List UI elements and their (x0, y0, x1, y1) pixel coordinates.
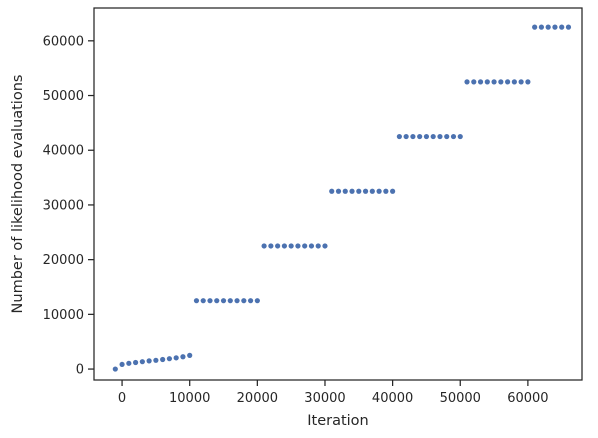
data-point (565, 24, 572, 30)
data-point (410, 133, 416, 140)
data-point (491, 79, 497, 85)
data-point (335, 188, 342, 194)
data-point (281, 243, 287, 249)
data-point (369, 188, 375, 194)
data-point (315, 243, 321, 249)
x-tick-label: 10000 (169, 391, 210, 406)
data-point (288, 243, 294, 249)
data-point (390, 188, 396, 194)
data-point (132, 359, 139, 366)
y-tick-label: 60000 (43, 34, 84, 49)
data-point (254, 298, 260, 304)
data-point (518, 79, 524, 85)
data-point (430, 133, 436, 140)
data-point (295, 243, 301, 249)
data-point (525, 79, 531, 85)
data-point (126, 360, 132, 366)
data-point (193, 298, 200, 304)
data-point (376, 188, 382, 194)
data-point (559, 24, 565, 30)
data-point (545, 24, 551, 30)
y-tick-label: 0 (76, 363, 84, 378)
data-point (166, 356, 173, 362)
data-point (173, 355, 179, 361)
data-point (227, 298, 233, 304)
data-point (498, 79, 504, 85)
data-point (552, 24, 558, 30)
data-point (342, 188, 348, 194)
y-tick-label: 30000 (43, 198, 84, 213)
data-point (450, 133, 457, 140)
data-point (112, 366, 118, 372)
data-point (504, 79, 511, 85)
data-point (396, 133, 402, 140)
y-tick-label: 50000 (43, 89, 84, 104)
data-point (268, 243, 274, 249)
data-point (200, 298, 206, 304)
data-point (153, 357, 159, 363)
data-point (329, 188, 335, 194)
data-point (417, 133, 423, 140)
y-axis-label: Number of likelihood evaluations (10, 75, 26, 314)
data-point (403, 133, 409, 140)
x-tick-label: 0 (118, 391, 126, 406)
x-tick-label: 20000 (237, 391, 278, 406)
data-point (302, 243, 308, 249)
data-point (275, 243, 281, 249)
data-point (477, 79, 484, 85)
data-point (234, 298, 240, 304)
data-point (241, 298, 247, 304)
data-point (322, 243, 328, 249)
data-point (538, 24, 545, 30)
data-point (484, 79, 490, 85)
data-point (349, 188, 355, 194)
x-tick-label: 40000 (372, 391, 413, 406)
data-point (139, 359, 145, 365)
x-tick-label: 30000 (304, 391, 345, 406)
y-tick-label: 40000 (43, 144, 84, 159)
data-point (471, 79, 477, 85)
data-point (423, 133, 430, 140)
data-point (308, 243, 315, 249)
y-axis-ticks: 0 10000 20000 30000 40000 50000 60000 (43, 34, 94, 378)
x-tick-label: 60000 (507, 391, 548, 406)
data-point (261, 243, 267, 249)
data-point (457, 133, 463, 140)
data-point (187, 352, 193, 358)
data-point (220, 298, 227, 304)
x-tick-label: 50000 (440, 391, 481, 406)
data-point (247, 298, 254, 304)
data-point (464, 79, 470, 85)
data-point (383, 188, 389, 194)
x-axis-ticks: 0 10000 20000 30000 40000 50000 60000 (118, 380, 549, 406)
data-point (362, 188, 369, 194)
y-tick-label: 20000 (43, 253, 84, 268)
data-point (437, 133, 443, 140)
data-point (160, 356, 166, 363)
scatter-points (112, 24, 572, 372)
plot-area-frame (93, 7, 583, 381)
data-point (180, 354, 186, 360)
data-point (532, 24, 538, 30)
data-point (207, 298, 213, 304)
data-point (444, 133, 450, 140)
y-tick-label: 10000 (43, 308, 84, 323)
x-axis-label: Iteration (307, 413, 369, 429)
data-point (511, 79, 517, 85)
data-point (146, 358, 152, 364)
data-point (214, 298, 220, 304)
data-point (119, 361, 125, 368)
data-point (356, 188, 362, 194)
